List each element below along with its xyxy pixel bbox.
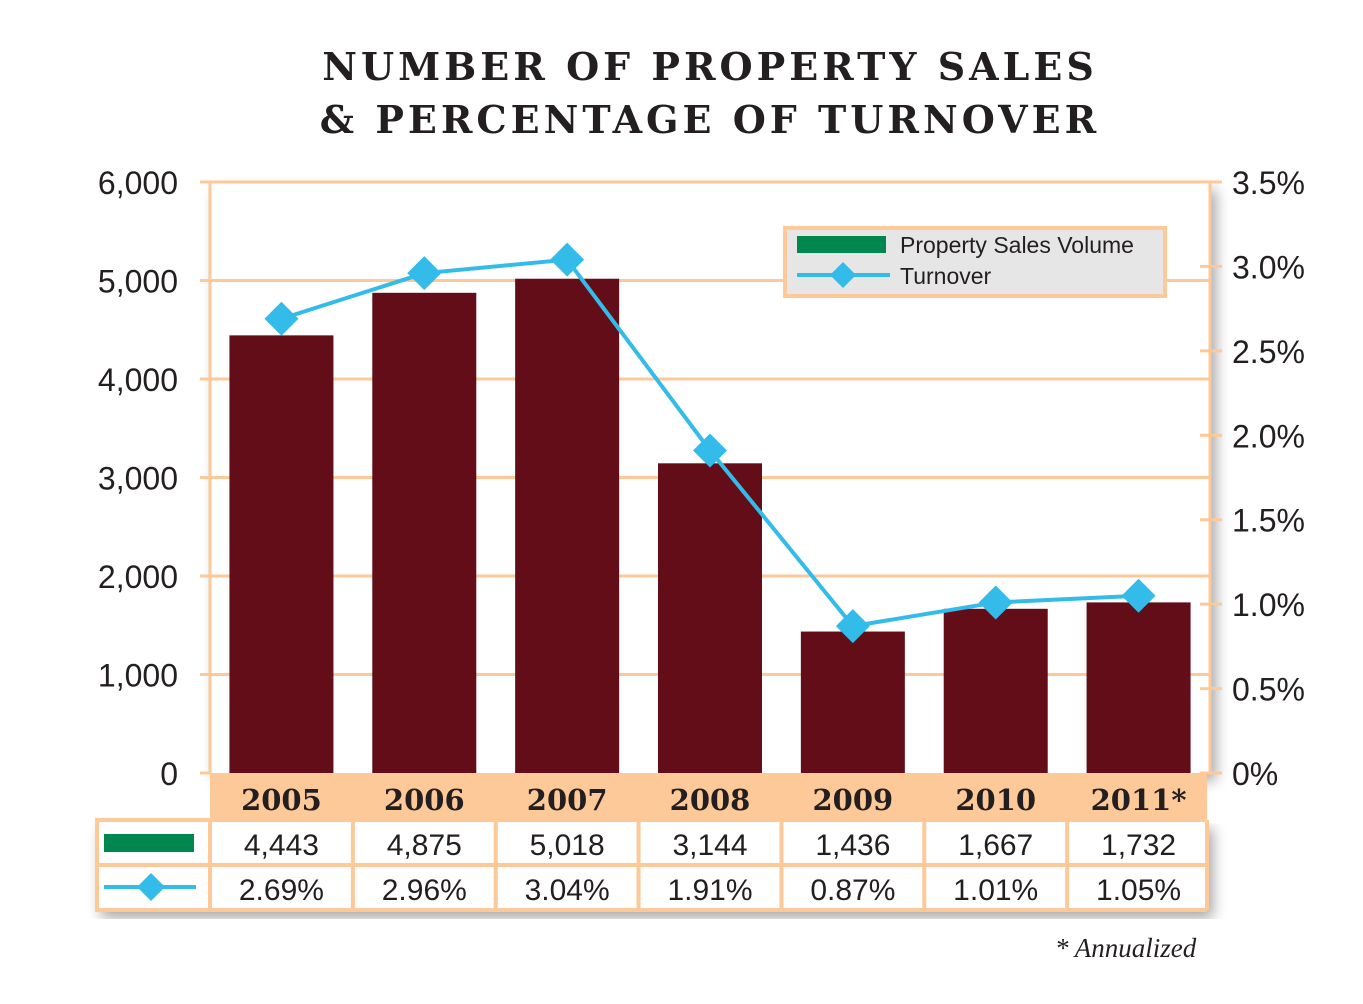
- table-bar-swatch: [104, 834, 194, 852]
- sales-value: 1,436: [815, 829, 890, 862]
- sales-value: 4,875: [387, 829, 462, 862]
- bar-2009: [800, 631, 905, 773]
- bar-2007: [515, 278, 620, 773]
- left-tick-label: 2,000: [98, 559, 178, 595]
- table-header-row: [210, 773, 1207, 820]
- table-diamond-icon: [137, 873, 165, 901]
- turnover-point-2011*: [1121, 578, 1156, 613]
- left-tick-label: 1,000: [98, 658, 178, 694]
- turnover-value: 1.05%: [1096, 874, 1181, 907]
- sales-value: 1,732: [1101, 829, 1176, 862]
- bar-2008: [658, 463, 762, 773]
- year-label: 2010: [955, 783, 1036, 817]
- right-tick-label: 3.0%: [1232, 249, 1305, 285]
- turnover-point-2009: [835, 609, 870, 644]
- sales-value: 1,667: [958, 829, 1033, 862]
- left-tick-label: 3,000: [98, 461, 178, 497]
- turnover-point-2007: [550, 242, 585, 277]
- legend-diamond-icon: [830, 262, 856, 288]
- bar-2011*: [1086, 602, 1191, 773]
- chart-title: NUMBER OF PROPERTY SALES & PERCENTAGE OF…: [0, 40, 1363, 146]
- legend-label-sales: Property Sales Volume: [900, 232, 1134, 258]
- turnover-point-2008: [693, 433, 727, 468]
- legend-label-turnover: Turnover: [900, 263, 992, 289]
- year-label: 2007: [527, 783, 608, 817]
- left-tick-label: 6,000: [98, 165, 178, 201]
- year-label: 2009: [812, 783, 893, 817]
- turnover-value: 1.91%: [667, 874, 752, 907]
- bar-2005: [229, 335, 334, 773]
- title-line-2: & PERCENTAGE OF TURNOVER: [319, 97, 1101, 142]
- bar-2010: [943, 608, 1048, 773]
- right-tick-label: 3.5%: [1232, 165, 1305, 201]
- right-tick-label: 0%: [1232, 756, 1278, 792]
- left-tick-label: 4,000: [98, 362, 178, 398]
- right-tick-label: 2.0%: [1232, 418, 1305, 454]
- turnover-point-2005: [264, 301, 299, 336]
- legend: Property Sales Volume Turnover: [783, 226, 1167, 298]
- turnover-value: 2.69%: [239, 874, 324, 907]
- left-tick-label: 5,000: [98, 264, 178, 300]
- year-label: 2008: [670, 783, 751, 817]
- turnover-point-2006: [407, 256, 442, 291]
- year-label: 2005: [241, 783, 322, 817]
- turnover-value: 1.01%: [953, 874, 1038, 907]
- left-tick-label: 0: [160, 756, 178, 792]
- turnover-value: 0.87%: [810, 874, 895, 907]
- title-line-1: NUMBER OF PROPERTY SALES: [322, 44, 1098, 89]
- sales-value: 3,144: [672, 829, 747, 862]
- bar-2006: [372, 292, 477, 773]
- year-label: 2006: [384, 783, 465, 817]
- sales-value: 5,018: [530, 829, 605, 862]
- right-tick-label: 1.5%: [1232, 503, 1305, 539]
- right-tick-label: 0.5%: [1232, 672, 1305, 708]
- year-label: 2011*: [1091, 783, 1187, 817]
- right-tick-label: 2.5%: [1232, 334, 1305, 370]
- turnover-value: 3.04%: [525, 874, 610, 907]
- sales-value: 4,443: [244, 829, 319, 862]
- right-tick-label: 1.0%: [1232, 587, 1305, 623]
- footnote: * Annualized: [1055, 933, 1197, 963]
- turnover-value: 2.96%: [382, 874, 467, 907]
- legend-bar-swatch: [797, 236, 886, 253]
- turnover-point-2010: [978, 585, 1013, 620]
